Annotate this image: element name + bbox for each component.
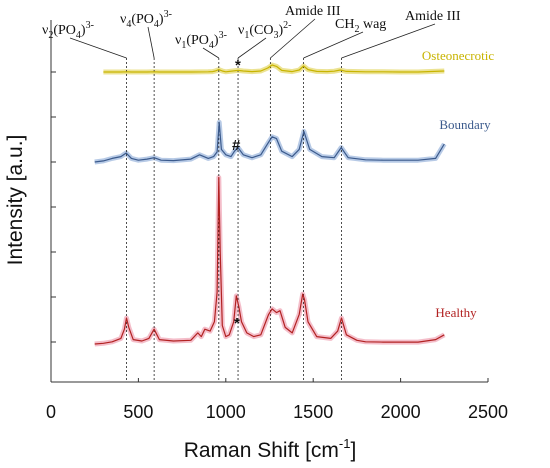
peak-label-part: 1 bbox=[181, 40, 186, 51]
peak-label-part: ν bbox=[175, 33, 181, 48]
peak-label: ν4(PO4)3- bbox=[120, 9, 172, 30]
peak-label-part: (CO bbox=[249, 23, 273, 38]
peak-leader-line bbox=[237, 37, 267, 59]
series-label-osteonecrotic: Osteonecrotic bbox=[422, 48, 494, 63]
peak-label-part: ) bbox=[214, 33, 219, 48]
peak-marker: * bbox=[235, 57, 241, 74]
peak-label-part: Amide III bbox=[405, 9, 461, 24]
peak-leader-line bbox=[341, 23, 436, 59]
series-band-healthy bbox=[94, 175, 446, 347]
x-axis-label: Raman Shift [cm-1] bbox=[184, 436, 357, 462]
peak-label-part: 3 bbox=[273, 30, 278, 41]
peak-label-part: 2 bbox=[354, 24, 359, 35]
peak-label-part: (PO bbox=[186, 33, 209, 48]
series-label-healthy: Healthy bbox=[435, 305, 477, 320]
peak-label-part: 4 bbox=[154, 19, 159, 30]
peak-label: ν1(CO3)2- bbox=[238, 20, 291, 41]
peak-label-part: 4 bbox=[76, 30, 81, 41]
peak-label: ν2(PO4)3- bbox=[42, 20, 94, 41]
x-axis-label-close: ] bbox=[350, 439, 356, 462]
peak-label-part: (PO bbox=[131, 12, 154, 27]
peak-label-part: 3- bbox=[219, 30, 227, 41]
x-tick-label: 1500 bbox=[293, 402, 333, 422]
peak-label-part: 1 bbox=[244, 30, 249, 41]
peak-leader-line bbox=[147, 26, 155, 59]
series-band-boundary bbox=[94, 119, 447, 165]
peak-label-part: 3- bbox=[164, 9, 172, 20]
x-axis-label-sup: -1 bbox=[339, 436, 351, 451]
y-axis-label: Intensity [a.u.] bbox=[4, 135, 27, 266]
peak-label: CH2 wag bbox=[335, 17, 386, 35]
peak-marker: # bbox=[232, 137, 241, 154]
series-label-boundary: Boundary bbox=[439, 117, 491, 132]
peak-label-part: 4 bbox=[126, 19, 131, 30]
peak-label-part: (PO bbox=[53, 23, 76, 38]
spectra-shading bbox=[94, 62, 447, 347]
x-tick-label: 0 bbox=[46, 402, 56, 422]
x-ticks: 0 500 1000 1500 2000 2500 bbox=[46, 378, 508, 422]
peak-markers: * # * bbox=[232, 57, 241, 332]
spectra-lines bbox=[94, 64, 445, 345]
peak-leader-line bbox=[69, 37, 127, 59]
x-tick-label: 500 bbox=[123, 402, 153, 422]
peak-label-part: 2- bbox=[283, 20, 291, 31]
peak-label-part: 4 bbox=[209, 40, 214, 51]
peak-label: ν1(PO4)3- bbox=[175, 30, 227, 51]
peak-label-part: ν bbox=[120, 12, 126, 27]
axes bbox=[50, 20, 488, 383]
series-labels: Osteonecrotic Boundary Healthy bbox=[422, 48, 494, 320]
peak-label-part: Amide III bbox=[285, 4, 341, 19]
x-tick-label: 2000 bbox=[381, 402, 421, 422]
peak-label-part: ν bbox=[238, 23, 244, 38]
peak-label-part: 3- bbox=[86, 20, 94, 31]
peak-label-part: ) bbox=[81, 23, 86, 38]
peak-label-part: 2 bbox=[48, 30, 53, 41]
peak-label-part: ν bbox=[42, 23, 48, 38]
peak-label: Amide III bbox=[285, 4, 341, 19]
peak-labels: ν2(PO4)3- ν4(PO4)3-ν1(PO4)3- ν1(CO3)2-Amid… bbox=[42, 4, 461, 51]
y-ticks bbox=[51, 71, 56, 343]
series-line-healthy bbox=[94, 176, 445, 345]
peak-marker: * bbox=[234, 315, 240, 332]
peak-label-part: CH bbox=[335, 17, 354, 32]
series-line-osteonecrotic bbox=[103, 64, 445, 73]
peak-label-part: ) bbox=[159, 12, 164, 27]
x-axis-label-base: Raman Shift [cm bbox=[184, 439, 339, 462]
peak-label: Amide III bbox=[405, 9, 461, 24]
peak-leader-line bbox=[303, 31, 364, 59]
series-line-boundary bbox=[94, 121, 445, 163]
peak-leader-line bbox=[270, 18, 316, 59]
peak-label-part: wag bbox=[359, 17, 386, 32]
peak-leader-line bbox=[202, 47, 220, 59]
peak-reference-lines bbox=[69, 18, 436, 382]
x-tick-label: 2500 bbox=[468, 402, 508, 422]
peak-label-part: ) bbox=[278, 23, 283, 38]
x-tick-label: 1000 bbox=[206, 402, 246, 422]
